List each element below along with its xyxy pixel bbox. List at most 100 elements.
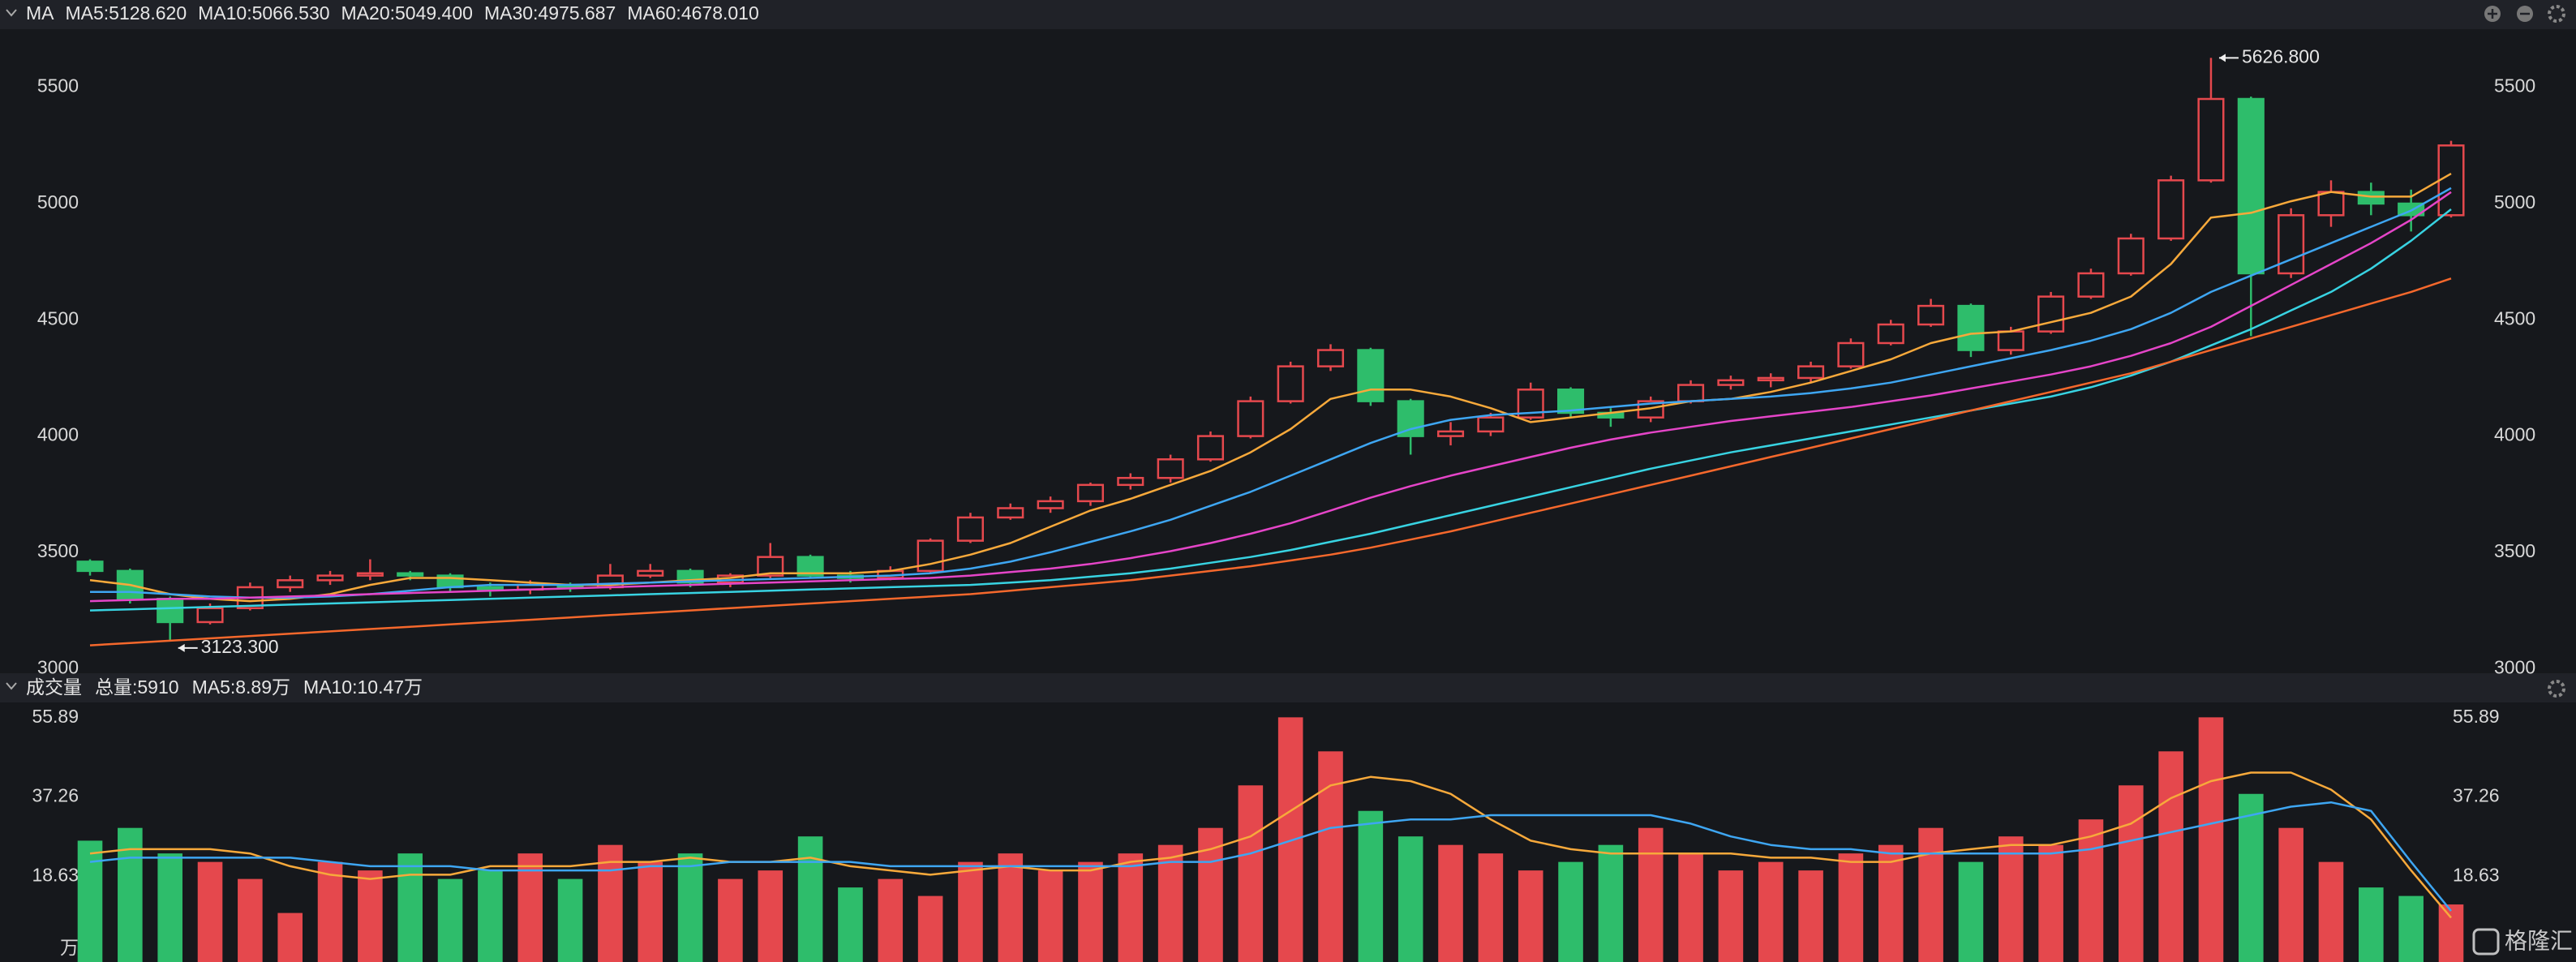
volume-bar: [1878, 844, 1904, 962]
candle-body: [1357, 349, 1385, 402]
y-tick-label-right: 3000: [2494, 656, 2535, 677]
candle-body: [1076, 483, 1105, 503]
ma-line: [89, 191, 2452, 603]
candle-body: [2237, 97, 2265, 275]
candle-body: [356, 572, 384, 577]
candle-body: [2197, 97, 2225, 182]
candle-body: [2278, 214, 2305, 275]
candle-body: [637, 569, 664, 577]
legend-entry: MA20:5049.400: [341, 2, 473, 24]
ma-line: [90, 187, 2452, 599]
candle-body: [2437, 144, 2465, 217]
volume-bar: [1518, 870, 1543, 962]
candle-body: [1157, 458, 1184, 479]
candle-body: [2077, 272, 2105, 298]
volume-bar: [2078, 819, 2104, 962]
y-tick-label-right: 4500: [2494, 307, 2535, 329]
y-tick-label: 3500: [37, 540, 79, 561]
ma-line: [89, 801, 2452, 912]
volume-bar: [2359, 887, 2384, 962]
volume-bar: [1558, 861, 1583, 962]
legend-entry: MA30:4975.687: [484, 2, 616, 24]
candle-body: [796, 556, 824, 577]
ma-line: [89, 208, 2452, 612]
candle-body: [1196, 435, 1225, 461]
volume-bar: [317, 861, 343, 962]
add-icon: [2488, 9, 2497, 19]
volume-bar: [1438, 844, 1463, 962]
y-tick-label: 55.89: [32, 706, 79, 727]
volume-bar: [1958, 861, 1984, 962]
volume-bar: [998, 853, 1024, 962]
candle-body: [2117, 237, 2145, 275]
volume-bar: [677, 853, 703, 962]
volume-bar: [358, 870, 383, 962]
volume-bar: [1638, 827, 1664, 962]
y-tick-label: 37.26: [32, 785, 79, 806]
y-tick-label: 4500: [37, 307, 79, 329]
volume-bar: [197, 861, 223, 962]
ma-line: [89, 173, 2452, 603]
candle-body: [757, 556, 784, 577]
price-header: [0, 0, 2576, 29]
volume-bar: [2398, 895, 2424, 962]
settings-button[interactable]: [2548, 5, 2565, 23]
legend-entry: MA60:4678.010: [627, 2, 758, 24]
legend-entry: MA5:8.89万: [192, 676, 290, 698]
volume-header: [0, 673, 2576, 702]
candle-body: [1757, 376, 1784, 382]
volume-bar: [1918, 827, 1943, 962]
legend-entry: MA5:5128.620: [66, 2, 187, 24]
ma-line: [89, 771, 2452, 919]
annotation-label: 5626.800: [2242, 45, 2320, 67]
y-tick-label-right: 4000: [2494, 424, 2535, 445]
volume-title: 成交量: [26, 676, 82, 698]
volume-bar: [397, 853, 423, 962]
watermark-logo: [2472, 928, 2500, 956]
ma-line: [89, 277, 2452, 646]
volume-bar: [1037, 870, 1063, 962]
collapse-caret[interactable]: [6, 9, 17, 17]
volume-bar: [718, 878, 743, 962]
volume-bar: [2438, 904, 2464, 962]
y-tick-label-right: 3500: [2494, 540, 2535, 561]
candle-body: [196, 607, 224, 624]
volume-bar: [958, 861, 983, 962]
volume-bar: [1157, 844, 1183, 962]
volume-bar: [1078, 861, 1103, 962]
candle-body: [1397, 400, 1424, 437]
y-tick-label-right: 18.63: [2453, 864, 2500, 885]
candle-body: [956, 516, 985, 542]
candle-body: [1477, 416, 1505, 433]
volume-bar: [2118, 785, 2144, 962]
volume-bar: [838, 887, 863, 962]
volume-bar: [238, 878, 263, 962]
collapse-caret[interactable]: [6, 682, 17, 690]
y-tick-label: 18.63: [32, 864, 79, 885]
volume-bar: [1478, 853, 1504, 962]
volume-bar: [1758, 861, 1784, 962]
volume-bar: [638, 861, 663, 962]
candle-body: [1436, 430, 1465, 437]
volume-total: 总量:5910: [95, 676, 179, 698]
y-tick-label-right: 37.26: [2453, 785, 2500, 806]
candle-body: [157, 598, 184, 624]
y-tick-label: 4000: [37, 424, 79, 445]
candle-body: [1877, 323, 1904, 345]
candle-body: [2357, 191, 2385, 205]
header-icons: [2484, 5, 2565, 698]
watermark: 格隆汇: [2472, 928, 2573, 956]
candle-body: [997, 507, 1024, 519]
candle-body: [476, 586, 504, 591]
candle-body: [1277, 365, 1304, 402]
volume-bar: [2278, 827, 2303, 962]
settings-button[interactable]: [2548, 680, 2565, 698]
volume-bar: [1238, 785, 1264, 962]
volume-bar: [1598, 844, 1624, 962]
candle-body: [1316, 349, 1345, 367]
volume-bar: [2318, 861, 2344, 962]
volume-bar: [2239, 793, 2264, 962]
candle-body: [1117, 476, 1144, 487]
candle-body: [1797, 365, 1825, 380]
